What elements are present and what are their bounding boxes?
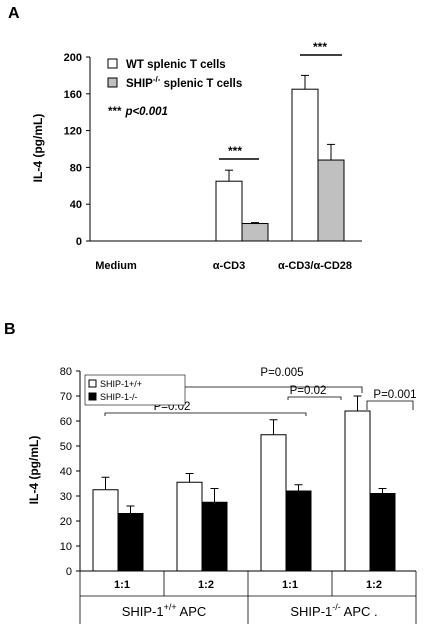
pvalue-label-3: P=0.02 xyxy=(290,385,327,397)
panel-a-bar xyxy=(241,223,269,242)
panel-a-chart: IL-4 (pg/mL) 0 40 80 120 160 200 Medium α-CD3 α… xyxy=(31,40,362,272)
group-ko-base: SHIP-1 xyxy=(290,604,332,619)
p-note-stars: *** xyxy=(108,106,122,118)
panel-a-y-tick-label: 160 xyxy=(64,89,82,101)
panel-a-bar xyxy=(215,180,243,242)
panel-b-bar xyxy=(260,434,287,572)
pvalue-label-4: P=0.001 xyxy=(373,389,416,401)
panel-b-letter: B xyxy=(4,321,16,338)
panel-a-y-tick-label: 40 xyxy=(70,199,82,211)
panel-a-y-tick-label: 80 xyxy=(70,162,82,174)
legend-ship-swatch xyxy=(107,77,118,88)
group-label-wt-apc: SHIP-1+/+ APC xyxy=(122,602,207,619)
panel-a-y-axis-label: IL-4 (pg/mL) xyxy=(31,114,45,183)
panel-a-letter: A xyxy=(8,5,20,22)
panel-b-category-label: 1:1 xyxy=(282,579,298,591)
group-ko-sup: -/- xyxy=(332,602,341,612)
panel-a-y-tick-label: 200 xyxy=(64,52,82,64)
bracket-p0005 xyxy=(183,386,363,393)
panel-b-bar xyxy=(92,489,119,572)
panel-b-y-tick-label: 40 xyxy=(60,466,72,478)
panel-b-y-tick-label: 10 xyxy=(60,541,72,553)
panel-b-y-tick-label: 50 xyxy=(60,441,72,453)
panel-b-legend-box xyxy=(84,374,186,406)
legend-wt-label: WT splenic T cells xyxy=(126,59,226,71)
p-note: *** p<0.001 xyxy=(108,106,168,118)
group-ko-rest: APC . xyxy=(341,604,378,619)
sig-stars-cd3: *** xyxy=(228,144,242,158)
legend-wt-swatch xyxy=(107,58,118,69)
bracket-p0001 xyxy=(366,400,414,410)
legend-b-ko-label: SHIP-1-/- xyxy=(100,392,138,402)
legend-b-wt-label: SHIP-1+/+ xyxy=(100,379,142,389)
legend-b-ko-swatch xyxy=(88,392,97,401)
panel-b-bar xyxy=(344,410,371,572)
panel-b-bar xyxy=(117,513,144,572)
panel-a-bar xyxy=(317,159,345,242)
panel-b-y-tick-label: 0 xyxy=(66,566,72,578)
sig-stars-cd28: *** xyxy=(313,40,327,54)
panel-b-bar xyxy=(201,501,228,572)
legend-ship-label-rest: splenic T cells xyxy=(160,78,242,90)
panel-b-chart: IL-4 (pg/mL) 0 10 20 30 40 50 60 70 80 P=0.02 P=… xyxy=(27,366,417,624)
panel-b-category-label: 1:2 xyxy=(366,579,382,591)
legend-b-wt-swatch xyxy=(88,379,97,388)
panel-b-y-tick-label: 30 xyxy=(60,491,72,503)
panel-a-bar xyxy=(291,88,319,242)
panel-a-category-label: α-CD3 xyxy=(213,260,245,272)
panel-a-category-label: α-CD3/α-CD28 xyxy=(278,260,352,272)
panel-b-y-axis-label: IL-4 (pg/mL) xyxy=(27,436,41,505)
panel-a-y-tick-label: 120 xyxy=(64,126,82,138)
group-label-ko-apc: SHIP-1-/- APC . xyxy=(290,602,377,619)
panel-b-bar xyxy=(176,481,203,572)
legend-ship-label: SHIP-/- splenic T cells xyxy=(126,75,242,90)
panel-b-y-tick-label: 70 xyxy=(60,391,72,403)
legend-ship-label-base: SHIP xyxy=(126,78,153,90)
pvalue-label-2: P=0.005 xyxy=(260,367,303,379)
panel-b-category-label: 1:1 xyxy=(114,579,130,591)
group-wt-sup: +/+ xyxy=(164,602,177,612)
panel-b-y-tick-label: 80 xyxy=(60,366,72,378)
panel-b-y-tick-label: 20 xyxy=(60,516,72,528)
group-wt-base: SHIP-1 xyxy=(122,604,164,619)
group-wt-rest: APC xyxy=(177,604,207,619)
panel-b-bar xyxy=(369,493,396,572)
p-note-value: p<0.001 xyxy=(124,106,168,118)
panel-b-bar xyxy=(285,490,312,572)
bracket-p002-short xyxy=(287,396,342,400)
legend-ship-label-sup: -/- xyxy=(153,75,161,84)
panel-b-y-tick-label: 60 xyxy=(60,416,72,428)
panel-a-y-tick-label: 0 xyxy=(76,236,82,248)
bracket-p002-long xyxy=(104,412,307,416)
panel-b-category-label: 1:2 xyxy=(198,579,214,591)
panel-a-category-label: Medium xyxy=(95,260,137,272)
